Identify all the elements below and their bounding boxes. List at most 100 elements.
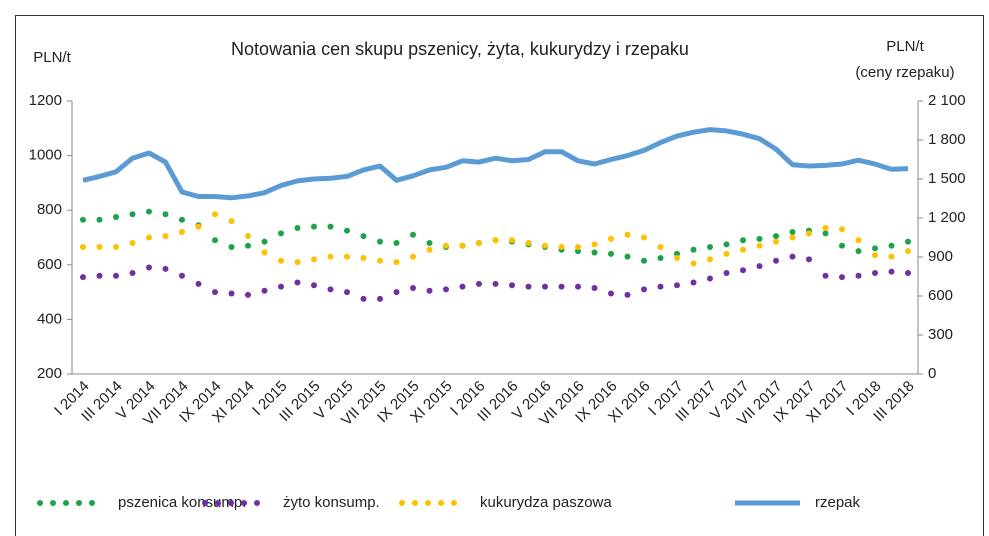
data-point: [327, 253, 334, 260]
data-point: [888, 268, 895, 275]
data-point: [509, 282, 515, 289]
data-point: [723, 250, 730, 257]
data-point: [278, 257, 284, 264]
data-point: [773, 238, 779, 245]
data-point: [162, 211, 169, 218]
data-point: [756, 242, 763, 249]
y2-tick-label: 900: [928, 248, 953, 265]
data-point: [228, 218, 235, 225]
data-point: [278, 230, 284, 237]
data-point: [624, 231, 631, 238]
legend-label: kukurydza paszowa: [480, 494, 612, 511]
data-point: [212, 237, 218, 244]
data-point: [888, 253, 895, 260]
data-point: [410, 231, 416, 238]
data-point: [261, 287, 268, 294]
data-point: [344, 253, 350, 260]
data-point: [96, 244, 103, 251]
data-point: [80, 274, 86, 281]
data-point: [113, 214, 119, 221]
data-point: [905, 248, 911, 255]
y-axis-label: PLN/t: [33, 49, 71, 66]
data-point: [360, 233, 367, 240]
data-point: [179, 216, 185, 223]
data-point: [690, 260, 697, 267]
data-point: [476, 280, 482, 287]
data-point: [146, 208, 152, 215]
data-point: [525, 283, 532, 290]
data-point: [872, 269, 878, 276]
y2-tick-label: 1 200: [928, 209, 966, 226]
data-point: [756, 235, 763, 242]
data-point: [377, 295, 383, 302]
y-tick-label: 400: [37, 310, 62, 327]
data-point: [839, 226, 845, 233]
data-point: [261, 238, 268, 245]
data-point: [839, 274, 845, 281]
data-point: [80, 216, 86, 223]
data-point: [162, 233, 169, 240]
data-point: [872, 252, 878, 259]
frame: [15, 15, 984, 536]
data-point: [393, 259, 400, 266]
data-point: [195, 280, 202, 287]
data-point: [162, 265, 169, 272]
data-point: [575, 244, 581, 251]
data-point: [96, 216, 103, 223]
chart-title: Notowania cen skupu pszenicy, żyta, kuku…: [231, 39, 689, 59]
data-point: [146, 234, 152, 241]
data-point: [789, 234, 796, 241]
data-point: [179, 272, 185, 279]
data-point: [129, 211, 136, 218]
data-point: [459, 283, 466, 290]
data-point: [855, 248, 862, 255]
data-point: [542, 242, 548, 249]
data-point: [212, 289, 218, 296]
data-point: [674, 254, 680, 261]
y2-tick-label: 1 800: [928, 131, 966, 148]
data-point: [888, 242, 895, 249]
data-point: [80, 244, 86, 251]
data-point: [509, 237, 515, 244]
data-point: [608, 290, 614, 297]
y2-tick-label: 600: [928, 287, 953, 304]
data-point: [212, 211, 218, 218]
data-point: [443, 286, 449, 293]
data-point: [294, 259, 301, 266]
data-point: [905, 269, 911, 276]
data-point: [707, 275, 713, 282]
data-point: [426, 246, 433, 253]
data-point: [476, 239, 482, 246]
data-point: [822, 272, 829, 279]
data-point: [839, 242, 845, 249]
data-point: [542, 283, 548, 290]
data-point: [245, 233, 251, 240]
data-point: [806, 230, 812, 237]
data-point: [393, 289, 400, 296]
legend-label: żyto konsump.: [283, 494, 380, 511]
data-point: [756, 263, 763, 270]
data-point: [327, 286, 334, 293]
data-point: [591, 285, 598, 292]
data-point: [806, 256, 812, 263]
data-point: [245, 291, 251, 298]
data-line: [82, 127, 909, 201]
legend-label: rzepak: [815, 494, 861, 511]
data-point: [575, 283, 581, 290]
data-point: [344, 227, 350, 234]
data-point: [789, 229, 796, 236]
data-point: [740, 246, 746, 253]
data-point: [558, 244, 565, 251]
data-point: [707, 244, 713, 251]
data-point: [278, 283, 284, 290]
data-point: [558, 283, 565, 290]
data-point: [96, 272, 103, 279]
data-point: [360, 254, 367, 261]
data-point: [657, 244, 664, 251]
y-tick-label: 1200: [29, 92, 62, 109]
data-point: [822, 224, 829, 231]
data-point: [311, 282, 317, 289]
data-point: [773, 233, 779, 240]
data-point: [410, 253, 416, 260]
